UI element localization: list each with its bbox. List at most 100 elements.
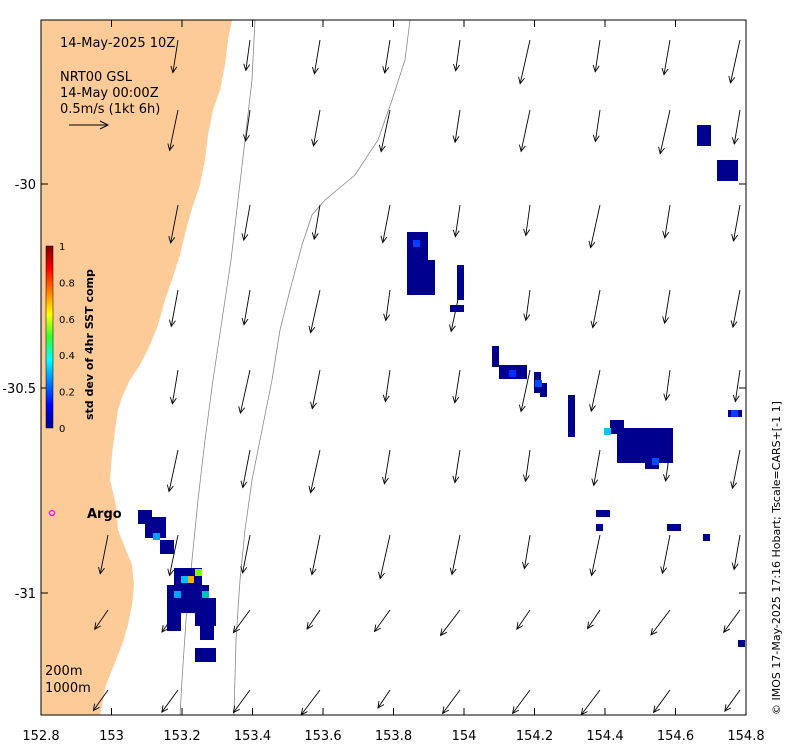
sst-pixel <box>195 655 202 662</box>
sst-pixel <box>617 442 624 449</box>
sst-pixel <box>568 423 575 430</box>
sst-pixel-high <box>195 569 202 576</box>
current-arrow <box>99 534 109 574</box>
sst-pixel <box>421 260 428 267</box>
x-tick-label: 154.6 <box>657 729 694 744</box>
x-axis: 152.8 153 153.2 153.4 153.6 153.8 154 154.2 154.… <box>22 20 765 744</box>
sst-pixel <box>167 606 174 613</box>
sst-pixel <box>407 288 414 295</box>
current-arrow-head <box>243 63 251 72</box>
current-arrow <box>733 109 741 145</box>
land-area <box>41 20 232 715</box>
current-arrow <box>170 289 179 327</box>
sst-pixel <box>492 346 499 353</box>
current-arrow <box>384 369 391 402</box>
current-arrow-head <box>452 395 460 404</box>
current-arrow <box>650 609 671 636</box>
current-arrow-head <box>166 484 174 493</box>
current-arrow <box>454 109 461 143</box>
sst-pixel <box>200 626 207 633</box>
sst-pixel <box>724 167 731 174</box>
sst-pixel <box>540 390 547 397</box>
sst-pixel <box>540 383 547 390</box>
current-arrow-head <box>98 566 105 575</box>
sst-pixel <box>610 427 617 434</box>
current-arrow <box>171 369 179 404</box>
sst-pixel <box>520 372 527 379</box>
sst-pixel <box>667 524 674 531</box>
sst-pixel <box>520 365 527 372</box>
current-arrow <box>732 449 741 489</box>
current-arrow-head <box>731 233 738 242</box>
current-arrow <box>313 109 321 146</box>
sst-pixel <box>645 455 652 462</box>
sst-pixel <box>638 442 645 449</box>
sst-pixel <box>666 435 673 442</box>
sst-pixel <box>414 281 421 288</box>
current-vector-field <box>92 39 741 716</box>
current-arrow-head <box>232 705 240 714</box>
sst-pixel <box>200 619 207 626</box>
current-arrow <box>384 39 391 74</box>
current-arrow-head <box>590 320 598 329</box>
current-arrow-head <box>592 64 600 73</box>
sst-pixel <box>457 286 464 293</box>
current-arrow-head <box>591 478 599 487</box>
sst-pixel <box>195 605 202 612</box>
current-arrow-head <box>311 139 318 147</box>
sst-pixel <box>188 592 195 599</box>
current-arrow <box>379 534 391 579</box>
current-arrow <box>385 289 391 321</box>
current-arrow <box>233 689 251 713</box>
sst-pixel <box>152 517 159 524</box>
sst-pixel <box>421 239 428 246</box>
sst-pixel <box>638 449 645 456</box>
colorbar-label: std dev of 4hr SST comp <box>83 269 96 420</box>
sst-pixel <box>617 420 624 427</box>
current-arrow-head <box>380 235 388 244</box>
sst-pixel <box>195 612 202 619</box>
sst-pixel-high <box>174 591 181 598</box>
current-arrow-head <box>167 568 175 577</box>
current-arrow <box>245 39 251 71</box>
sst-pixel <box>568 409 575 416</box>
x-tick-label: 154.2 <box>516 729 553 744</box>
colorbar-tick-label: 1 <box>59 242 65 253</box>
plot-area <box>41 19 411 716</box>
current-arrow-head <box>589 404 596 413</box>
sst-pixel <box>717 160 724 167</box>
sst-pixel <box>202 605 209 612</box>
sst-pixel <box>195 592 202 599</box>
current-arrow-head <box>586 621 594 630</box>
current-arrow-head <box>516 622 524 630</box>
sst-stddev-pixels <box>138 125 745 662</box>
current-arrow-head <box>308 325 316 334</box>
scale-label: 0.5m/s (1kt 6h) <box>60 102 160 117</box>
current-arrow <box>383 449 391 484</box>
sst-pixel-high <box>535 380 542 387</box>
current-arrow-head <box>452 229 460 238</box>
argo-float-marker <box>48 509 56 517</box>
sst-pixel <box>674 524 681 531</box>
sst-pixel <box>414 246 421 253</box>
sst-pixel <box>181 599 188 606</box>
current-arrow <box>594 109 601 142</box>
sst-pixel <box>724 160 731 167</box>
sst-pixel <box>738 640 745 647</box>
current-arrow <box>382 204 391 243</box>
sst-pixel <box>407 232 414 239</box>
sst-pixel <box>666 456 673 463</box>
sst-pixel <box>659 428 666 435</box>
current-arrow-head <box>167 143 175 152</box>
current-arrow-head <box>662 231 670 239</box>
current-arrow-head <box>453 63 460 72</box>
sst-pixel <box>407 274 414 281</box>
current-arrow-head <box>522 474 530 483</box>
sst-pixel <box>450 305 457 312</box>
sst-pixel <box>159 517 166 524</box>
sst-pixel <box>421 267 428 274</box>
current-arrow-head <box>452 135 460 144</box>
sst-pixel <box>457 305 464 312</box>
sst-pixel <box>167 547 174 554</box>
current-arrow-head <box>168 319 176 328</box>
